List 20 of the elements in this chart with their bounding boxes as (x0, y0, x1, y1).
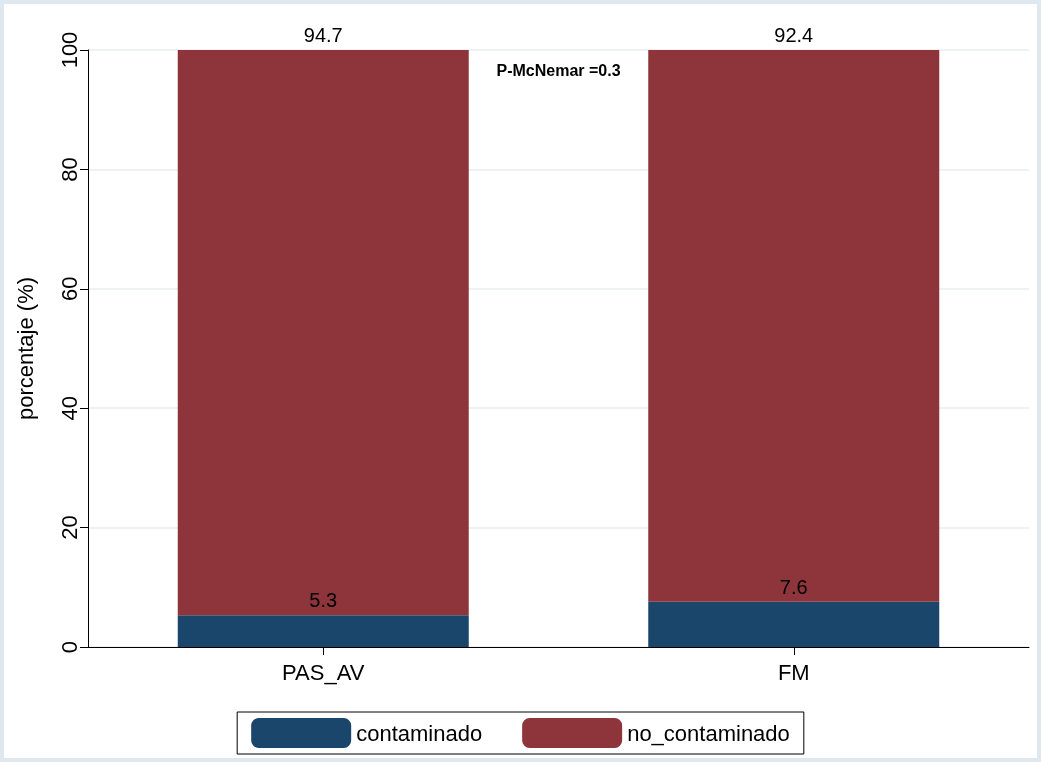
data-label: 94.7 (303, 24, 343, 46)
y-tick-label: 60 (56, 276, 82, 302)
bar (177, 50, 469, 616)
bar (648, 50, 940, 602)
data-label: 7.6 (779, 575, 808, 598)
y-tick-label: 0 (56, 640, 82, 654)
x-tick-label: FM (777, 659, 810, 685)
y-tick-label: 40 (56, 395, 82, 421)
data-label: 5.3 (309, 589, 338, 612)
data-label: 92.4 (774, 24, 814, 46)
y-axis-title: porcentaje (%) (12, 276, 38, 421)
bar (177, 615, 469, 647)
annotation: P-McNemar =0.3 (496, 61, 621, 79)
legend-label: no_contaminado (627, 720, 790, 746)
bar (648, 601, 940, 647)
legend-label: contaminado (356, 720, 483, 746)
x-tick-label: PAS_AV (282, 659, 365, 685)
y-tick-label: 20 (56, 515, 82, 540)
y-tick-label: 80 (56, 157, 82, 182)
y-tick-label: 100 (56, 31, 82, 69)
